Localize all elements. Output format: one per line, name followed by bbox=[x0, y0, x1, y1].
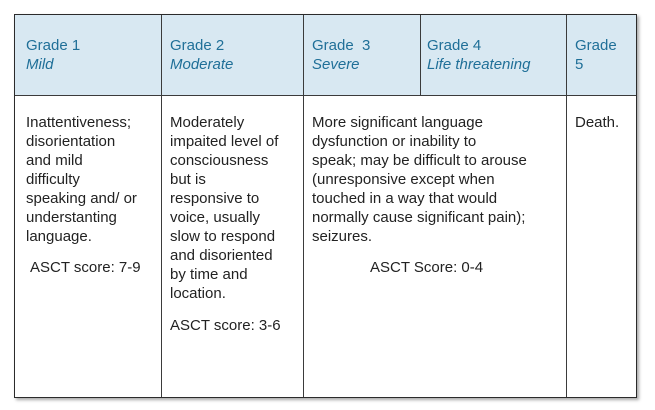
description-line: normally cause significant pain); bbox=[312, 209, 526, 226]
header-grade-label: Life threatening bbox=[427, 56, 531, 73]
header-grade-1: Grade 1 Mild bbox=[26, 36, 156, 74]
description-line: seizures. bbox=[312, 228, 373, 245]
asct-score: ASCT score: 3-6 bbox=[170, 317, 281, 334]
description-line: slow to respond bbox=[170, 228, 276, 245]
description-line: by time and bbox=[170, 266, 248, 283]
header-grade-title: Grade 4 bbox=[427, 37, 482, 54]
description-line: Inattentiveness; bbox=[26, 114, 132, 131]
description-line: Death. bbox=[575, 114, 620, 131]
header-grade-title: Grade 1 bbox=[26, 37, 81, 54]
description-line: but is bbox=[170, 171, 206, 188]
description-line: responsive to bbox=[170, 190, 260, 207]
table-header-row bbox=[15, 15, 636, 96]
header-grade-title: Grade bbox=[575, 37, 617, 54]
asct-score: ASCT score: 7-9 bbox=[30, 259, 141, 276]
description-line: speaking and/ or bbox=[26, 190, 137, 207]
column-divider bbox=[303, 15, 304, 397]
header-grade-label: Severe bbox=[312, 56, 360, 73]
grade-1-description: Inattentiveness; disorientation and mild… bbox=[26, 113, 161, 277]
description-line: disorientation bbox=[26, 133, 116, 150]
description-line: difficulty bbox=[26, 171, 80, 188]
description-line: (unresponsive except when bbox=[312, 171, 495, 188]
description-line: voice, usually bbox=[170, 209, 261, 226]
header-grade-5: Grade 5 bbox=[575, 36, 633, 74]
header-grade-title: Grade 3 bbox=[312, 37, 371, 54]
header-grade-2: Grade 2 Moderate bbox=[170, 36, 300, 74]
column-divider bbox=[161, 15, 162, 397]
header-grade-label: Mild bbox=[26, 56, 54, 73]
description-line: language. bbox=[26, 228, 92, 245]
description-line: speak; may be difficult to arouse bbox=[312, 152, 527, 169]
header-grade-3: Grade 3 Severe bbox=[312, 36, 417, 74]
description-line: and disoriented bbox=[170, 247, 273, 264]
description-line: impaited level of bbox=[170, 133, 279, 150]
description-line: touched in a way that would bbox=[312, 190, 498, 207]
column-divider bbox=[420, 15, 421, 95]
grade-3-4-description: More significant language dysfunction or… bbox=[312, 113, 564, 277]
header-grade-title: Grade 2 bbox=[170, 37, 225, 54]
header-grade-label: Moderate bbox=[170, 56, 234, 73]
header-grade-title-line2: 5 bbox=[575, 56, 584, 73]
description-line: and mild bbox=[26, 152, 83, 169]
header-grade-4: Grade 4 Life threatening bbox=[427, 36, 565, 74]
description-line: location. bbox=[170, 285, 226, 302]
asct-score: ASCT Score: 0-4 bbox=[370, 259, 484, 276]
grade-5-description: Death. bbox=[575, 113, 635, 132]
description-line: Moderately bbox=[170, 114, 245, 131]
description-line: consciousness bbox=[170, 152, 269, 169]
description-line: More significant language bbox=[312, 114, 483, 131]
grading-table: Grade 1 Mild Grade 2 Moderate Grade 3 Se… bbox=[14, 14, 637, 398]
description-line: dysfunction or inability to bbox=[312, 133, 477, 150]
description-line: understanting bbox=[26, 209, 117, 226]
column-divider bbox=[566, 15, 567, 397]
grade-2-description: Moderately impaited level of consciousne… bbox=[170, 113, 303, 335]
